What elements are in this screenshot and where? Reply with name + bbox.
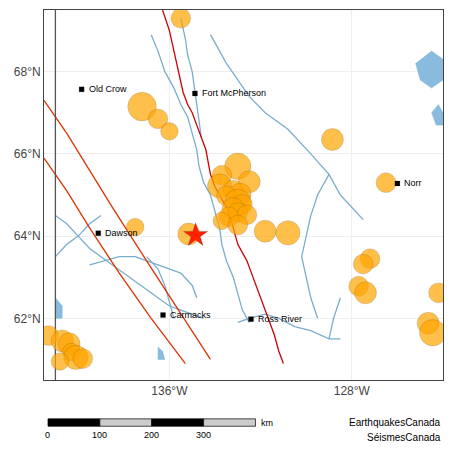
svg-text:64°N: 64°N [14, 229, 41, 243]
svg-text:200: 200 [144, 430, 159, 440]
svg-text:Fort McPherson: Fort McPherson [202, 88, 266, 98]
svg-text:SéismesCanada: SéismesCanada [367, 432, 441, 443]
svg-text:Old Crow: Old Crow [89, 84, 127, 94]
svg-text:128°W: 128°W [334, 384, 371, 398]
svg-text:100: 100 [92, 430, 107, 440]
svg-text:300: 300 [196, 430, 211, 440]
svg-text:Norr: Norr [404, 178, 422, 188]
svg-text:68°N: 68°N [14, 65, 41, 79]
svg-text:66°N: 66°N [14, 147, 41, 161]
svg-text:62°N: 62°N [14, 312, 41, 326]
svg-text:km: km [261, 418, 273, 428]
svg-text:EarthquakesCanada: EarthquakesCanada [349, 417, 441, 428]
svg-text:Ross River: Ross River [258, 314, 302, 324]
svg-text:136°W: 136°W [151, 384, 188, 398]
svg-text:0: 0 [45, 430, 50, 440]
svg-text:Carmacks: Carmacks [170, 310, 211, 320]
svg-text:Dawson: Dawson [105, 228, 138, 238]
